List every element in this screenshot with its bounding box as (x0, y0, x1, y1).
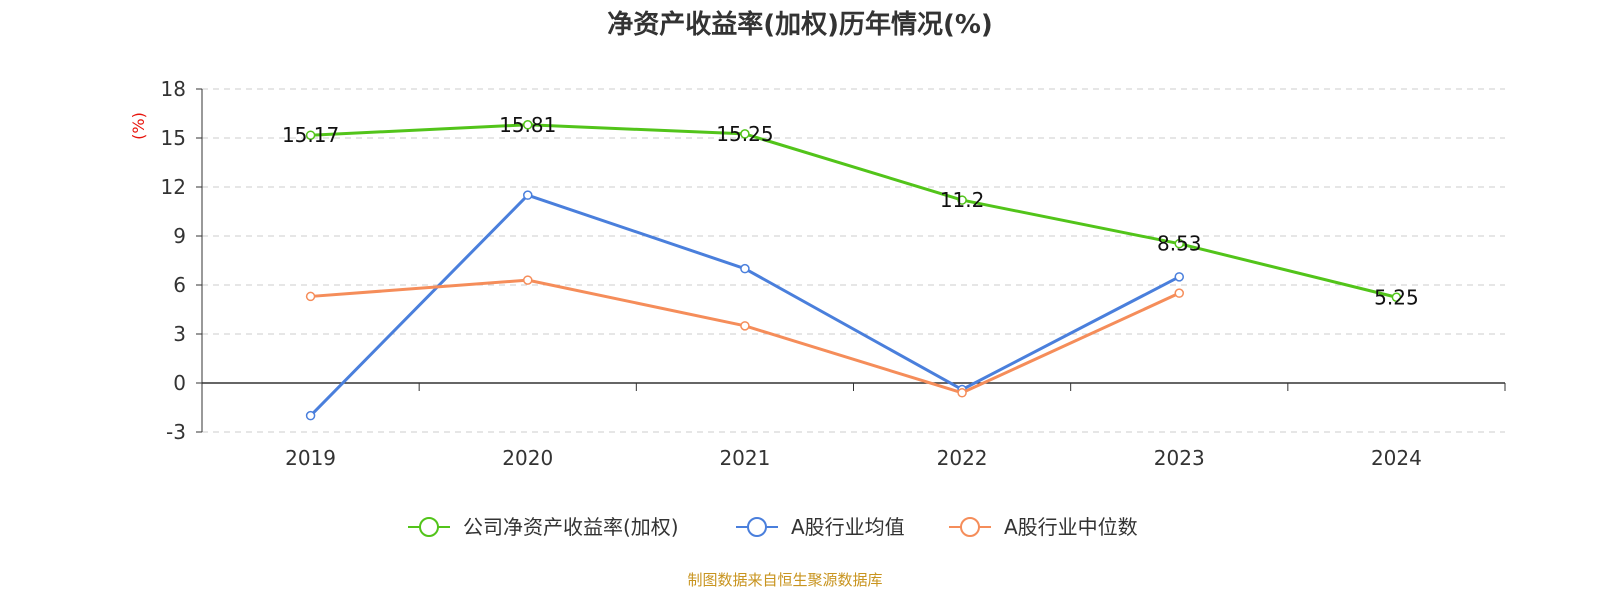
legend-item[interactable]: A股行业中位数 (949, 515, 1138, 539)
data-point (1174, 238, 1184, 249)
data-point (305, 410, 316, 421)
x-tick-label: 2021 (719, 446, 770, 470)
legend-label: A股行业中位数 (1004, 515, 1138, 539)
legend-label: A股行业均值 (791, 515, 905, 539)
data-label: 15.25 (716, 122, 773, 146)
x-tick-label: 2020 (502, 446, 553, 470)
data-point (957, 195, 967, 205)
legend-marker-icon (747, 517, 767, 537)
data-point (523, 120, 533, 130)
y-tick-label: 15 (161, 126, 186, 150)
legend-item[interactable]: A股行业均值 (736, 515, 905, 539)
series-line (310, 278, 1180, 395)
grid-lines (202, 88, 1505, 433)
x-tick-label: 2019 (285, 446, 336, 470)
x-tick-label: 2022 (937, 446, 988, 470)
y-tick-label: 0 (173, 371, 186, 395)
data-point (740, 129, 750, 139)
data-point (1391, 292, 1402, 302)
legend-marker-icon (419, 517, 439, 537)
y-tick-label: 18 (161, 77, 186, 101)
data-point (1174, 272, 1184, 282)
data-point (740, 321, 750, 331)
data-labels: 15.17 15.81 15.25 11.2 8.53 5.25 (282, 113, 1419, 309)
x-tick-label: 2023 (1154, 446, 1205, 470)
series-lines (305, 120, 1402, 421)
data-source-note: 制图数据来自恒生聚源数据库 (687, 571, 882, 589)
data-label: 8.53 (1157, 232, 1202, 256)
legend-marker-icon (960, 517, 980, 537)
data-point (305, 291, 316, 302)
data-label: 15.81 (499, 113, 556, 137)
y-tick-label: -3 (166, 420, 186, 444)
y-tick-label: 6 (173, 273, 186, 297)
data-point (740, 263, 750, 274)
data-label: 5.25 (1374, 285, 1419, 309)
legend-label: 公司净资产收益率(加权) (463, 515, 679, 539)
y-tick-label: 12 (161, 175, 186, 199)
data-point (523, 275, 533, 285)
chart-title: 净资产收益率(加权)历年情况(%) (607, 9, 993, 40)
data-label: 15.17 (282, 123, 339, 147)
data-label: 11.2 (940, 188, 985, 212)
data-point (1174, 288, 1184, 298)
legend-item[interactable]: 公司净资产收益率(加权) (408, 515, 679, 539)
y-tick-label: 3 (173, 322, 186, 346)
data-point (957, 388, 967, 398)
y-tick-label: 9 (173, 224, 186, 248)
x-tick-label: 2024 (1371, 446, 1422, 470)
y-axis-unit-label: (%) (129, 112, 148, 140)
legend[interactable]: 公司净资产收益率(加权) A股行业均值 A股行业中位数 (408, 515, 1138, 539)
axes: -3 0 3 6 9 12 15 18 2019 2020 2021 2022 2023 2024 (161, 77, 1506, 470)
series-line (310, 123, 1397, 299)
data-point (523, 190, 533, 200)
data-point (305, 130, 316, 140)
